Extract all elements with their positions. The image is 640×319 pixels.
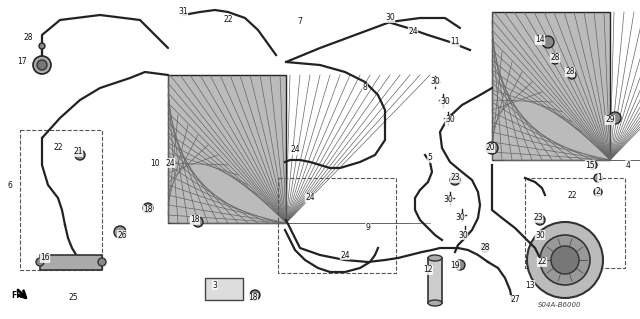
- Text: 24: 24: [340, 250, 350, 259]
- Circle shape: [250, 290, 260, 300]
- Text: 18: 18: [143, 205, 153, 214]
- Circle shape: [535, 215, 545, 225]
- Bar: [205, 278, 243, 300]
- Text: 28: 28: [23, 33, 33, 42]
- Text: 1: 1: [598, 174, 602, 182]
- Text: 23: 23: [450, 174, 460, 182]
- Text: 14: 14: [535, 35, 545, 44]
- Text: 19: 19: [450, 261, 460, 270]
- Text: 7: 7: [298, 18, 303, 26]
- Circle shape: [594, 174, 602, 182]
- Circle shape: [33, 56, 51, 74]
- Text: 22: 22: [53, 144, 63, 152]
- Text: 30: 30: [445, 115, 455, 124]
- Text: 30: 30: [455, 213, 465, 222]
- Text: FR.: FR.: [11, 291, 25, 300]
- Circle shape: [143, 203, 153, 213]
- Text: 28: 28: [480, 243, 490, 253]
- Text: 30: 30: [458, 231, 468, 240]
- Text: 8: 8: [363, 84, 367, 93]
- Text: 6: 6: [8, 181, 12, 189]
- Text: 4: 4: [625, 160, 630, 169]
- Text: 5: 5: [428, 153, 433, 162]
- Ellipse shape: [428, 255, 442, 261]
- Circle shape: [98, 258, 106, 266]
- Circle shape: [594, 188, 602, 196]
- Text: 16: 16: [40, 254, 50, 263]
- Text: 30: 30: [535, 231, 545, 240]
- Text: 24: 24: [305, 194, 315, 203]
- Text: 24: 24: [290, 145, 300, 154]
- Bar: [40, 255, 102, 270]
- Circle shape: [481, 244, 489, 252]
- Text: 10: 10: [150, 159, 160, 167]
- Text: 26: 26: [117, 231, 127, 240]
- Text: S04A-B6000: S04A-B6000: [538, 302, 582, 308]
- Text: 27: 27: [510, 295, 520, 305]
- Circle shape: [75, 150, 85, 160]
- Text: 30: 30: [440, 98, 450, 107]
- Circle shape: [36, 258, 44, 266]
- Text: 18: 18: [248, 293, 258, 302]
- Bar: [525, 178, 625, 268]
- Text: 21: 21: [73, 147, 83, 157]
- Ellipse shape: [428, 300, 442, 306]
- Circle shape: [193, 217, 203, 227]
- Circle shape: [551, 56, 559, 64]
- Circle shape: [37, 60, 47, 70]
- Text: 31: 31: [178, 8, 188, 17]
- Text: 11: 11: [451, 38, 460, 47]
- Text: 22: 22: [567, 190, 577, 199]
- Circle shape: [551, 246, 579, 274]
- Circle shape: [527, 222, 603, 298]
- Bar: [278, 178, 396, 273]
- Text: 28: 28: [565, 68, 575, 77]
- Circle shape: [568, 71, 576, 79]
- Text: 3: 3: [212, 280, 218, 290]
- Bar: [428, 258, 442, 303]
- Circle shape: [609, 112, 621, 124]
- Bar: [168, 75, 286, 223]
- Text: 18: 18: [190, 216, 200, 225]
- Text: 20: 20: [485, 144, 495, 152]
- Text: 17: 17: [17, 57, 27, 66]
- Bar: [20, 130, 102, 270]
- Text: 2: 2: [596, 188, 600, 197]
- Text: 29: 29: [605, 115, 615, 124]
- Text: 12: 12: [423, 265, 433, 275]
- Text: 30: 30: [385, 13, 395, 23]
- Text: 9: 9: [365, 224, 371, 233]
- Text: 24: 24: [165, 159, 175, 167]
- Text: 25: 25: [68, 293, 78, 302]
- Text: 23: 23: [533, 213, 543, 222]
- Text: 15: 15: [585, 160, 595, 169]
- Text: 30: 30: [443, 196, 453, 204]
- Text: 22: 22: [537, 257, 547, 266]
- Text: 28: 28: [550, 54, 560, 63]
- Circle shape: [39, 43, 45, 49]
- Circle shape: [540, 235, 590, 285]
- Circle shape: [589, 161, 597, 169]
- Circle shape: [486, 142, 498, 154]
- Circle shape: [450, 175, 460, 185]
- Circle shape: [455, 260, 465, 270]
- Bar: [492, 12, 610, 160]
- Text: 22: 22: [223, 16, 233, 25]
- Circle shape: [114, 226, 126, 238]
- Circle shape: [542, 36, 554, 48]
- Text: 13: 13: [525, 280, 535, 290]
- Text: 24: 24: [408, 27, 418, 36]
- Text: 30: 30: [430, 78, 440, 86]
